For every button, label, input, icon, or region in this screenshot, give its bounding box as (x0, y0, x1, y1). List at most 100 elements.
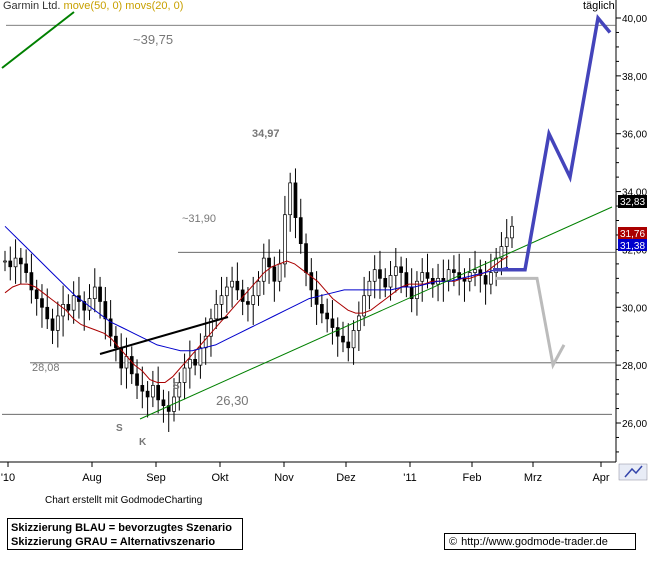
scenario-legend: Skizzierung BLAU = bevorzugtes Szenario … (7, 518, 243, 550)
legend-gray: Skizzierung GRAU = Alternativszenario (11, 536, 216, 548)
candle-body (288, 182, 293, 216)
scenarios (493, 13, 612, 370)
candle-body (393, 266, 398, 276)
candle-body (34, 289, 39, 299)
x-tick-label: '10 (1, 472, 15, 484)
candle-body (489, 272, 493, 285)
candle-body (335, 327, 340, 337)
source-url[interactable]: © http://www.godmode-trader.de (444, 533, 636, 550)
candle-body (261, 257, 266, 282)
label-s-right: S (173, 381, 180, 392)
uptrend-line (139, 206, 613, 420)
candle-body (256, 280, 261, 297)
candle-body (309, 272, 314, 291)
y-tick-label: 38,00 (622, 72, 647, 83)
candle-body (362, 295, 366, 317)
x-tick-label: Mrz (524, 472, 542, 484)
candle-body (320, 304, 324, 314)
copyright-icon: © (449, 535, 458, 548)
candle-body (473, 269, 477, 273)
label-2630: 26,30 (216, 393, 249, 408)
x-axis: '10 Aug Sep Okt Nov Dez '11 Feb Mrz Apr (1, 462, 610, 484)
x-tick-label: '11 (403, 472, 417, 484)
ma50-price-text: 31,38 (620, 241, 645, 252)
candle-body (140, 385, 145, 392)
candle-body (8, 260, 13, 268)
ma20-price-text: 31,76 (620, 229, 645, 240)
candle-body (425, 272, 430, 279)
candle-body (198, 347, 203, 366)
label-s-left: S (116, 423, 123, 434)
x-tick-label: Apr (592, 472, 609, 484)
last-price-text: 32,83 (620, 197, 645, 208)
ma50-legend: move(50, 0) (63, 0, 123, 12)
candle-body (230, 280, 234, 288)
moving-averages (4, 225, 509, 383)
x-tick-label: Aug (82, 472, 102, 484)
candle-body (399, 266, 403, 273)
candle-body (420, 272, 425, 282)
candle-body (383, 278, 388, 288)
y-tick-label: 28,00 (622, 361, 647, 372)
candle-body (87, 298, 92, 311)
x-tick-label: Sep (146, 472, 166, 484)
candle-body (351, 330, 356, 349)
candle-body (108, 318, 113, 337)
candle-body (267, 257, 271, 268)
candle-body (224, 286, 229, 297)
candle-body (187, 359, 192, 369)
candle-body (325, 312, 330, 320)
trend-lines (1, 11, 613, 420)
period-label: täglich (583, 0, 615, 12)
candle-body (40, 298, 44, 308)
x-tick-label: Feb (463, 472, 482, 484)
candle-body (372, 269, 377, 282)
candle-body (510, 225, 514, 239)
candle-body (18, 257, 23, 265)
x-tick-label: Dez (336, 472, 356, 484)
candle-body (82, 301, 87, 311)
y-tick-label: 40,00 (622, 14, 647, 25)
price-tags: 32,83 31,76 31,38 (618, 195, 647, 252)
y-tick-label: 26,00 (622, 419, 647, 430)
gray-scenario-line (495, 276, 566, 370)
label-3975: ~39,75 (133, 32, 173, 47)
label-k: K (139, 437, 147, 448)
candle-body (478, 269, 483, 276)
candle-body (71, 295, 76, 311)
candle-body (66, 304, 71, 311)
ma50-line (4, 225, 509, 352)
plot-area (0, 0, 616, 462)
candle-body (341, 335, 345, 343)
ma20-legend: movs(20, 0) (125, 0, 184, 12)
candle-body (277, 263, 282, 282)
neckline (99, 316, 229, 355)
legend-blue: Skizzierung BLAU = bevorzugtes Szenario (11, 522, 232, 534)
candle-body (3, 260, 7, 263)
candle-body (124, 356, 129, 369)
candle-body (356, 315, 361, 331)
candles (3, 168, 514, 432)
candle-body (378, 269, 382, 279)
label-3190: ~31,90 (182, 213, 216, 225)
candle-body (499, 246, 504, 259)
candle-body (129, 356, 134, 375)
source-url-text: http://www.godmode-trader.de (461, 535, 608, 548)
candle-body (55, 315, 60, 331)
candle-body (367, 280, 372, 297)
candle-body (219, 295, 224, 305)
blue-scenario-line (493, 13, 612, 272)
candle-body (483, 275, 488, 285)
candle-body (182, 367, 187, 383)
candle-body (298, 217, 303, 244)
candle-body (504, 237, 509, 247)
chart-tool-icon[interactable] (618, 463, 648, 481)
candle-body (235, 280, 240, 291)
candle-body (161, 399, 166, 406)
candle-body (177, 382, 182, 398)
label-2808: 28,08 (32, 362, 60, 374)
candle-body (246, 301, 250, 305)
candle-body (135, 373, 139, 386)
candle-body (45, 306, 50, 320)
